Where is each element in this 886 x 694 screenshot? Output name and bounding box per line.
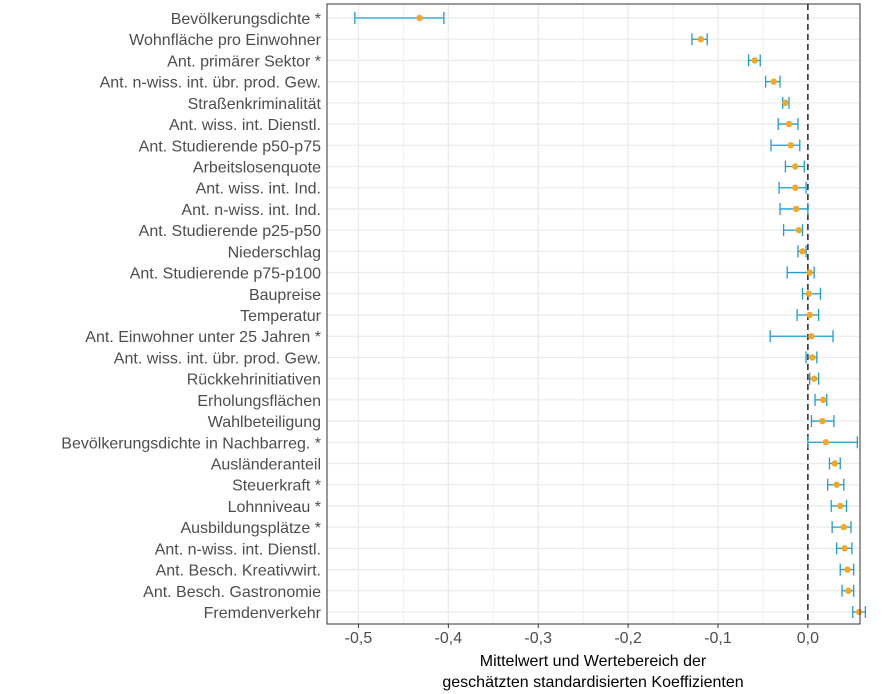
errorbar	[769, 330, 834, 343]
mean-point	[799, 248, 806, 255]
category-label: Ant. Besch. Gastronomie	[143, 584, 321, 601]
mean-point	[822, 439, 830, 446]
category-label: Niederschlag	[228, 244, 321, 261]
point-group	[416, 14, 863, 616]
x-tick-label: -0,1	[704, 630, 732, 647]
category-label: Baupreise	[249, 287, 321, 304]
mean-point	[810, 375, 818, 382]
category-label: Fremdenverkehr	[204, 605, 322, 622]
category-label: Ant. Besch. Kreativwirt.	[156, 563, 321, 580]
mean-point	[795, 226, 803, 234]
x-axis-title-line-2: geschätzten standardisierten Koeffizient…	[442, 674, 743, 691]
x-tick-label: 0,0	[797, 630, 819, 647]
category-label: Lohnniveau *	[228, 499, 321, 516]
mean-point	[751, 57, 759, 64]
mean-point	[809, 354, 816, 361]
x-tick-label: -0,5	[345, 630, 373, 647]
x-tick-label: -0,3	[524, 630, 552, 647]
x-tick-label: -0,2	[614, 630, 642, 647]
mean-point	[792, 163, 799, 170]
category-label: Ausbildungsplätze *	[180, 520, 321, 537]
mean-point	[806, 269, 813, 276]
category-labels: Bevölkerungsdichte * Wohnfläche pro Einwo…	[61, 11, 321, 622]
mean-point	[782, 99, 789, 107]
category-label: Ant. wiss. int. Ind.	[196, 181, 321, 198]
errorbar	[807, 436, 858, 449]
category-label: Ant. Studierende p75-p100	[130, 266, 321, 283]
mean-point	[855, 608, 863, 616]
mean-point	[845, 587, 852, 594]
category-label: Bevölkerungsdichte *	[171, 11, 321, 28]
category-label: Ant. Studierende p25-p50	[139, 223, 321, 240]
mean-point	[806, 311, 813, 319]
category-label: Ausländeranteil	[211, 457, 321, 474]
category-label: Ant. n-wiss. int. übr. prod. Gew.	[100, 75, 321, 92]
mean-point	[792, 205, 800, 213]
category-label: Ant. primärer Sektor *	[167, 53, 321, 70]
category-label: Wahlbeteiligung	[208, 414, 321, 431]
category-label: Bevölkerungsdichte in Nachbarreg. *	[61, 435, 321, 452]
mean-point	[840, 523, 848, 531]
mean-point	[819, 417, 826, 425]
category-label: Wohnfläche pro Einwohner	[129, 32, 321, 49]
errorbar	[770, 139, 801, 152]
mean-point	[697, 36, 705, 43]
x-tick-label: -0,4	[435, 630, 463, 647]
category-label: Ant. Einwohner unter 25 Jahren *	[85, 329, 321, 346]
category-label: Temperatur	[240, 308, 322, 325]
mean-point	[844, 566, 851, 573]
mean-point	[785, 120, 793, 128]
category-label: Rückkehrinitiativen	[187, 372, 321, 389]
category-label: Ant. wiss. int. Dienstl.	[169, 117, 321, 134]
category-label: Ant. n-wiss. int. Dienstl.	[155, 541, 321, 558]
mean-point	[787, 142, 794, 149]
mean-point	[831, 460, 839, 467]
mean-point	[805, 290, 812, 297]
category-label: Ant. wiss. int. übr. prod. Gew.	[114, 350, 321, 367]
category-label: Arbeitslosenquote	[193, 160, 321, 177]
plot-panel-background	[327, 4, 860, 624]
category-label: Ant. Studierende p50-p75	[139, 138, 321, 155]
mean-point	[770, 78, 777, 85]
mean-point	[833, 481, 840, 488]
x-axis-title-line-1: Mittelwert und Wertebereich der	[480, 653, 707, 670]
mean-point	[416, 14, 423, 22]
errorbar	[354, 12, 445, 24]
category-label: Erholungsflächen	[197, 393, 321, 410]
mean-point	[819, 396, 827, 404]
mean-point	[808, 333, 815, 340]
plot-panel-border	[326, 3, 861, 625]
category-label: Straßenkriminalität	[188, 96, 322, 113]
mean-point	[841, 545, 848, 552]
mean-point	[837, 502, 844, 510]
category-label: Steuerkraft *	[232, 478, 321, 495]
mean-point	[792, 184, 799, 191]
category-label: Ant. n-wiss. int. Ind.	[181, 202, 321, 219]
x-axis-ticks: -0,5 -0,4 -0,3 -0,2 -0,1 0,0	[345, 624, 819, 647]
